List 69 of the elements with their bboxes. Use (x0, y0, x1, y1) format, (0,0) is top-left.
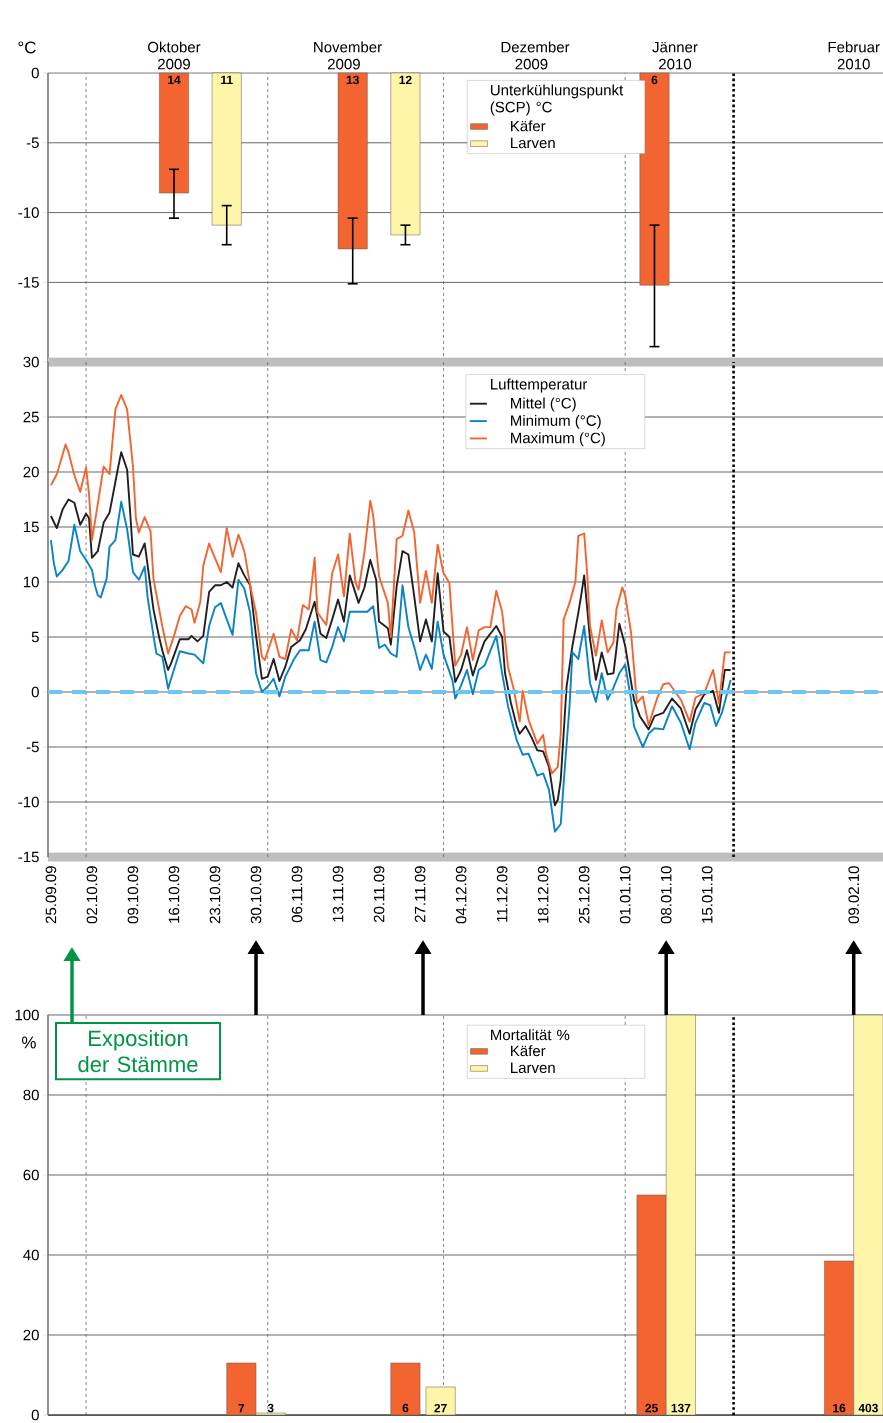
x-tick-label: 09.10.09 (127, 866, 139, 924)
x2-tick-label: Jänner 2010 (652, 41, 698, 70)
x-tick-label: 08.01.10 (660, 866, 672, 924)
annotation: 3 (267, 1403, 274, 1413)
y-tick-label: 0 (31, 1409, 39, 1421)
x-tick-label: 06.11.09 (291, 866, 303, 923)
x-tick-label: 09.02.10 (848, 866, 860, 924)
x-tick-label: 23.10.09 (209, 866, 221, 924)
legend-label: Larven (511, 1062, 555, 1074)
y-tick-label: -15 (18, 851, 39, 863)
x-tick-label: 25.09.09 (45, 866, 57, 924)
y-tick-label: 80 (23, 1089, 39, 1101)
annotation: 13 (346, 75, 359, 85)
x-tick-label: 15.01.10 (701, 866, 713, 923)
y-tick-label: -15 (18, 277, 39, 288)
y-tick-label: 20 (23, 466, 39, 478)
legend-title: Lufttemperatur (491, 378, 588, 393)
y-tick-label: 0 (31, 67, 39, 79)
y-tick-label: 40 (23, 1249, 39, 1261)
x-tick-label: 20.11.09 (373, 866, 385, 923)
annotation: 403 (858, 1403, 878, 1413)
x2-tick-label: Februar 2010 (828, 41, 880, 70)
x2-tick-label: November 2009 (314, 41, 382, 70)
legend-label: Larven (511, 137, 555, 149)
x-tick-label: 04.12.09 (455, 866, 467, 924)
legend-label: Minimum (°C) (511, 414, 601, 429)
x2-tick-label: Oktober 2009 (148, 41, 201, 70)
y-tick-label: 25 (23, 411, 39, 423)
y-tick-label: -5 (26, 137, 39, 149)
annotation: 12 (399, 75, 412, 85)
y-tick-label: 0 (31, 686, 39, 698)
annotation: 137 (671, 1403, 691, 1413)
y-tick-label: 5 (31, 631, 39, 643)
y-tick-label: 30 (23, 356, 39, 368)
legend-title: Mortalität % (491, 1029, 570, 1041)
x-tick-label: 13.11.09 (332, 866, 344, 922)
annotation: 6 (651, 75, 658, 85)
legend-label: Käfer (511, 120, 546, 132)
annotation: Exposition der Stämme (78, 1029, 198, 1073)
x2-tick-label: Dezember 2009 (501, 41, 570, 70)
x-tick-label: 01.01.10 (619, 866, 631, 924)
legend-label: Maximum (°C) (511, 432, 605, 447)
y-tick-label: 100 (15, 1009, 39, 1021)
y-tick-label: 15 (23, 521, 39, 533)
annotation: 27 (434, 1403, 447, 1413)
y-axis-title: % (21, 1036, 36, 1049)
x-tick-label: 27.11.09 (414, 866, 426, 923)
y-tick-label: -10 (18, 207, 39, 218)
y-tick-label: -5 (26, 741, 39, 753)
legend-title: Unterkühlungspunkt (SCP) °C (490, 84, 624, 116)
y-tick-label: -10 (18, 796, 39, 808)
annotation: 11 (221, 75, 233, 84)
annotation: 16 (833, 1403, 846, 1413)
y-axis-title: °C (18, 41, 36, 54)
annotation: 6 (402, 1403, 409, 1413)
y-tick-label: 60 (23, 1169, 39, 1181)
x-tick-label: 02.10.09 (86, 866, 98, 924)
legend-label: Käfer (511, 1045, 546, 1057)
x-tick-label: 25.12.09 (578, 866, 590, 924)
x-tick-label: 18.12.09 (537, 866, 549, 923)
x-tick-label: 16.10.09 (168, 866, 180, 923)
y-tick-label: 20 (23, 1329, 39, 1341)
x-tick-label: 11.12.09 (496, 866, 508, 922)
legend-label: Mittel (°C) (511, 397, 576, 412)
annotation: 14 (168, 75, 181, 84)
x-tick-label: 30.10.09 (250, 866, 262, 924)
y-tick-label: 10 (23, 576, 39, 588)
annotation: 7 (238, 1404, 245, 1413)
annotation: 25 (645, 1403, 658, 1413)
